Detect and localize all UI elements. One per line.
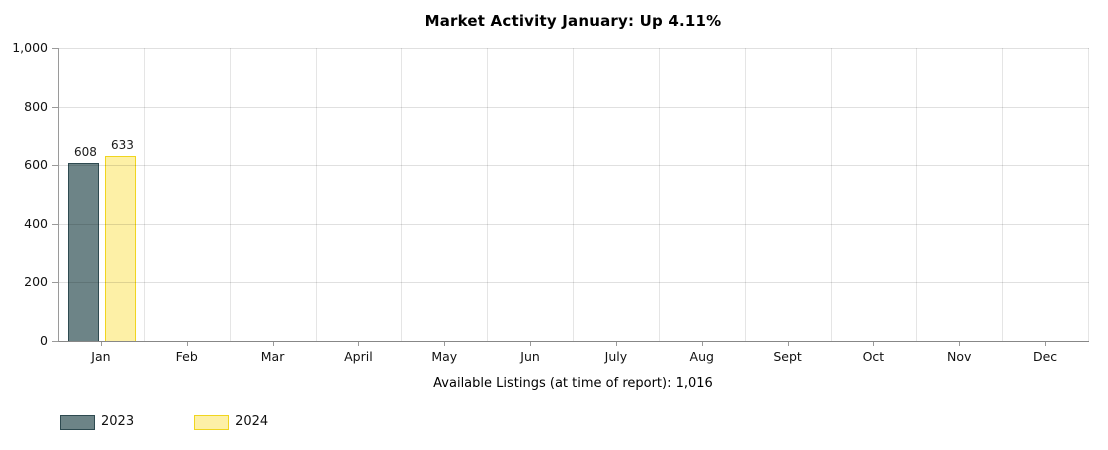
v-gridline-10 <box>916 48 918 341</box>
v-gridline-8 <box>744 48 746 341</box>
x-tick-label-sept: Sept <box>773 349 802 364</box>
y-tick-mark <box>52 48 58 49</box>
x-tick-label-july: July <box>604 349 628 364</box>
legend-swatch-2023 <box>60 414 95 430</box>
legend-item-2024: 2024 <box>194 414 268 430</box>
x-tick-label-dec: Dec <box>1032 349 1058 364</box>
x-tick-mark-aug <box>701 342 703 346</box>
legend-label-2023: 2023 <box>101 414 135 429</box>
v-gridline-7 <box>658 48 660 341</box>
h-gridline-200 <box>59 282 1089 284</box>
v-gridline-6 <box>573 48 574 341</box>
x-tick-label-april: April <box>344 349 373 364</box>
y-tick-label-600: 600 <box>24 157 48 173</box>
x-tick-mark-oct <box>873 342 875 346</box>
bar-value-2024-jan: 633 <box>110 138 134 152</box>
x-tick-label-aug: Aug <box>689 349 714 364</box>
x-tick-mark-july <box>615 342 617 346</box>
y-tick-mark <box>52 282 58 284</box>
v-gridline-12 <box>1088 48 1089 341</box>
v-gridline-3 <box>315 48 317 341</box>
x-tick-label-mar: Mar <box>260 349 285 364</box>
x-tick-label-jun: Jun <box>520 349 540 364</box>
y-tick-label-800: 800 <box>24 98 48 114</box>
v-gridline-9 <box>830 48 832 341</box>
v-gridline-5 <box>487 48 489 341</box>
y-tick-mark <box>52 223 58 225</box>
x-tick-mark-jun <box>530 342 532 346</box>
h-gridline-600 <box>59 165 1089 167</box>
x-tick-label-may: May <box>431 349 458 364</box>
x-tick-label-oct: Oct <box>862 349 885 364</box>
h-gridline-800 <box>59 106 1089 108</box>
legend-item-2023: 2023 <box>60 414 134 430</box>
y-tick-mark <box>52 341 58 342</box>
v-gridline-1 <box>143 48 145 341</box>
x-axis-footer-label: Available Listings (at time of report): … <box>433 376 713 391</box>
x-tick-label-feb: Feb <box>175 349 198 364</box>
legend-swatch-2024 <box>194 414 230 430</box>
y-tick-label-200: 200 <box>24 274 48 290</box>
x-tick-mark-feb <box>186 342 188 346</box>
h-gridline-400 <box>59 223 1089 225</box>
x-tick-mark-nov <box>959 342 961 346</box>
bar-2024-jan <box>105 156 137 341</box>
v-gridline-4 <box>401 48 403 341</box>
x-tick-mark-sept <box>787 342 789 346</box>
x-tick-mark-mar <box>272 342 274 346</box>
x-tick-mark-dec <box>1045 342 1047 346</box>
x-tick-mark-jan <box>100 342 102 346</box>
plot-area: 608 633 <box>58 48 1089 342</box>
y-tick-label-400: 400 <box>24 215 48 231</box>
v-gridline-11 <box>1002 48 1004 341</box>
x-tick-label-jan: Jan <box>91 349 111 364</box>
x-tick-mark-may <box>444 342 446 346</box>
v-gridline-2 <box>229 48 231 341</box>
x-tick-mark-april <box>358 342 360 346</box>
legend-label-2024: 2024 <box>235 414 269 429</box>
h-gridline-1000 <box>59 48 1089 49</box>
x-tick-label-nov: Nov <box>947 349 972 364</box>
bar-2023-jan <box>68 163 100 341</box>
y-tick-label-1000: 1,000 <box>12 40 48 55</box>
chart-title: Market Activity January: Up 4.11% <box>424 12 722 30</box>
bar-value-2023-jan: 608 <box>73 145 97 159</box>
y-tick-label-0: 0 <box>40 333 48 348</box>
legend: 2023 2024 <box>60 414 328 430</box>
y-tick-mark <box>52 165 58 167</box>
y-tick-mark <box>52 106 58 108</box>
